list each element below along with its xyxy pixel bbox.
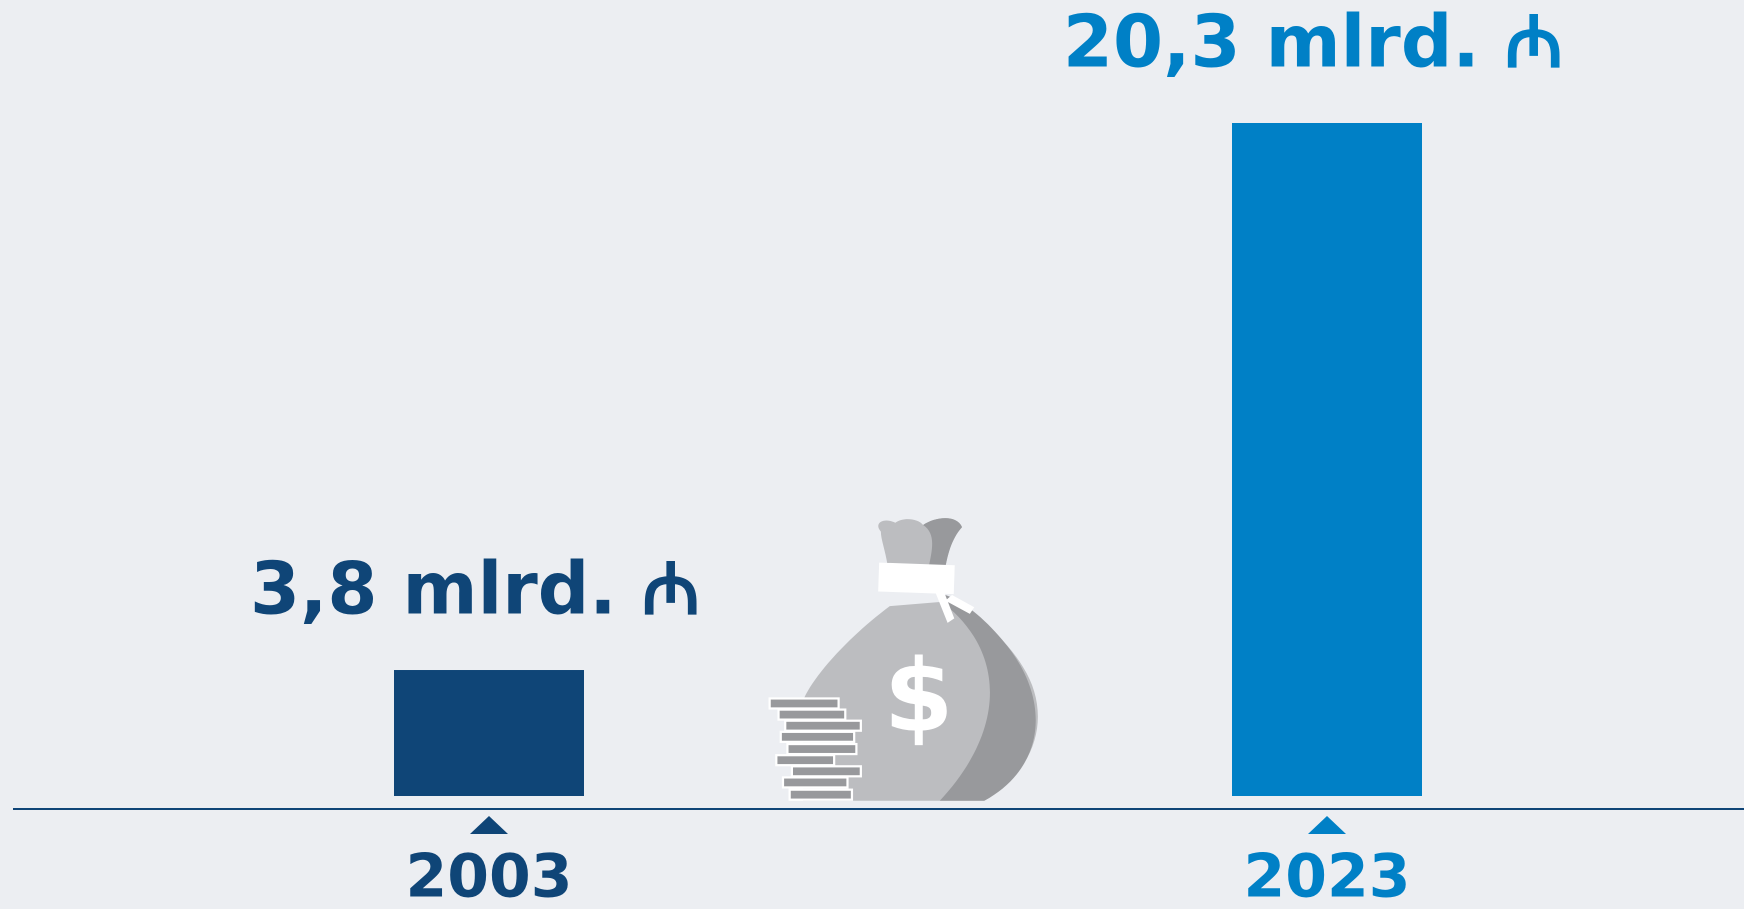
value-label: 20,3 mlrd. ₼	[1063, 0, 1563, 84]
chart: $ 3,8 mlrd. ₼ 2003 20,3 mlrd. ₼ 2023	[0, 0, 1744, 909]
x-tick-label: 2023	[1244, 842, 1411, 909]
bar	[394, 670, 584, 796]
bar	[1232, 123, 1422, 796]
x-tick-label: 2003	[406, 842, 573, 909]
svg-text:$: $	[884, 637, 954, 754]
value-label: 3,8 mlrd. ₼	[250, 547, 700, 631]
